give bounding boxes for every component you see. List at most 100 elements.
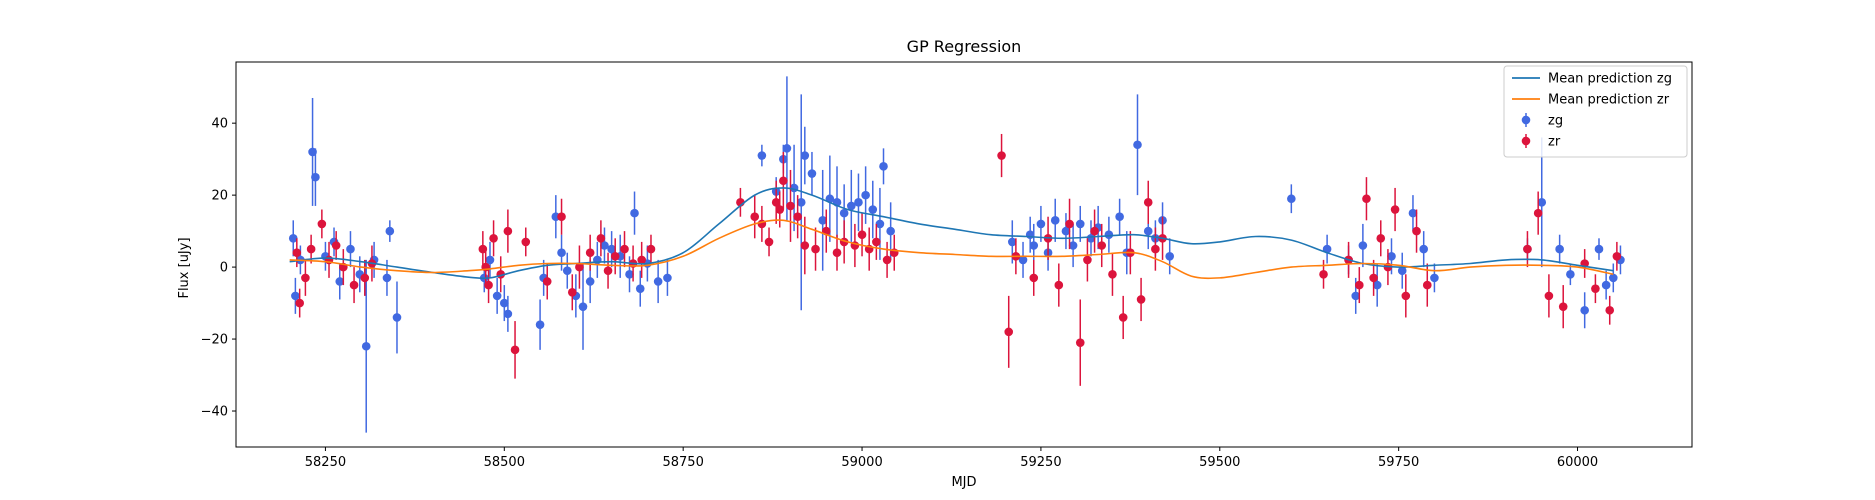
x-tick-label: 59750 [1378,455,1419,470]
zr-point [750,212,760,222]
legend-label: zr [1548,135,1561,150]
zg-point [1397,266,1407,275]
zr-point [317,219,327,229]
zg-point [1372,280,1382,290]
zr-point [1004,327,1014,337]
zg-point [1115,212,1124,222]
legend-entry-mean-prediction-zg: Mean prediction zg [1512,72,1672,87]
legend-marker-swatch [1521,115,1531,125]
zr-point [489,234,498,243]
zg-point [385,226,395,236]
zg-point [1608,273,1618,283]
zg-point [854,198,863,207]
legend-entry-mean-prediction-zr: Mean prediction zr [1512,93,1670,108]
zr-point [1533,208,1543,218]
zg-point [291,291,300,301]
zr-point [1401,291,1411,301]
zr-point [997,151,1006,160]
zg-point [1068,241,1078,250]
zg-point [1419,244,1428,254]
zg-point [562,266,572,275]
zg-point [1408,208,1418,218]
zg-point [1007,237,1017,247]
zr-point [292,248,302,258]
zr-point [510,345,520,355]
zg-point [625,269,634,279]
zg-point [607,244,616,254]
zg-point [1580,305,1589,315]
zg-point [886,226,895,236]
zr-point [349,280,359,290]
zg-point [630,208,639,218]
zr-point [1412,226,1421,236]
zg-point [1029,241,1039,250]
zg-point [1594,244,1604,254]
zg-point [796,198,806,207]
zg-point [1566,269,1575,279]
zg-point [1358,241,1368,250]
zr-point [1605,305,1615,315]
zr-point [637,255,646,265]
zg-point [663,273,672,283]
zr-point [1422,280,1432,290]
zr-point [1075,338,1085,347]
zr-point [585,248,595,258]
legend-entry-zr: zr [1521,134,1561,150]
zr-point [1558,302,1568,311]
zr-point [793,212,802,222]
zg-point [311,172,320,182]
zg-point [1018,255,1028,265]
zr-point [1136,295,1146,304]
zr-point [1108,269,1117,279]
zg-point [1143,226,1153,236]
zr-point [1390,205,1400,214]
zg-point [485,255,495,265]
zg-point [635,284,645,293]
zg-point [818,216,827,225]
zr-point [567,287,577,297]
zr-point [1362,194,1371,204]
zr-point [1612,251,1622,261]
zg-point [782,144,792,153]
zr-point [764,237,774,247]
y-axis-label: Flux [uJy] [177,237,192,298]
y-tick-label: 0 [220,261,228,276]
zr-point [1090,226,1099,236]
zg-point [1133,140,1142,150]
mean-prediction-zr-line [289,219,1614,280]
zg-point [492,291,502,301]
zr-point [1355,280,1364,290]
zr-point [1544,291,1554,301]
series-zg [288,76,1625,433]
zr-point [603,266,613,275]
zr-point [646,244,656,254]
zg-point [847,201,856,211]
x-tick-label: 60000 [1557,455,1598,470]
mean-prediction-zg-line [289,187,1614,280]
legend-label: Mean prediction zg [1548,72,1672,87]
zg-point [1050,216,1060,225]
zg-point [861,190,870,200]
zg-point [1430,273,1439,283]
zg-point [503,309,513,319]
zg-point [335,277,345,286]
zr-point [360,273,370,283]
zg-point [653,277,663,286]
zg-point [1075,219,1085,229]
zr-point [503,226,513,236]
zg-point [535,320,545,329]
zr-point [542,277,552,286]
zr-point [295,298,304,308]
zg-point [392,313,402,322]
zr-point [301,273,310,283]
zr-point [1591,284,1600,293]
y-tick-label: −40 [201,405,228,420]
zr-point [1369,273,1378,283]
zg-point [578,302,588,311]
legend-marker-swatch [1521,136,1531,146]
zr-point [1054,280,1064,290]
legend: Mean prediction zg Mean prediction zr zg zr [1503,65,1688,158]
zg-point [382,273,392,283]
x-tick-label: 59250 [1020,455,1061,470]
legend-entry-zg: zg [1521,113,1563,129]
